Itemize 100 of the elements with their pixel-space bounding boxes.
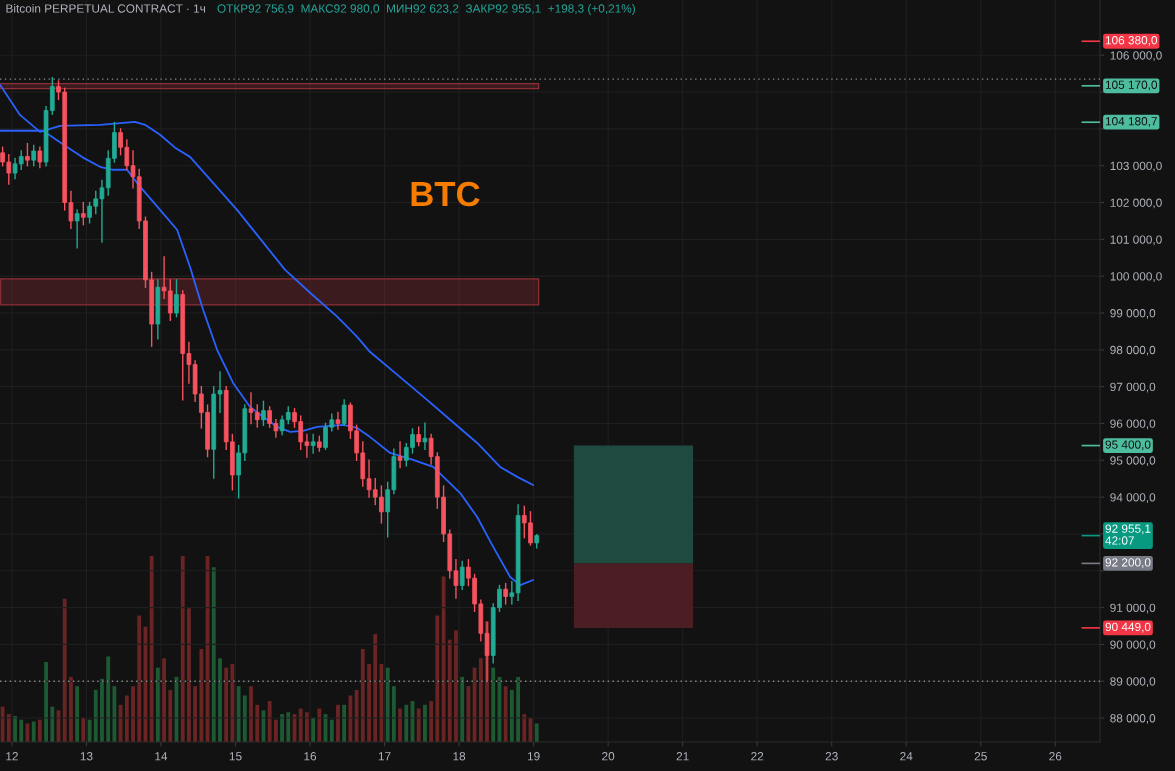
- bar: [311, 717, 316, 742]
- bar: [491, 667, 496, 742]
- y-tick-label: 100 000,0: [1110, 272, 1162, 282]
- y-tick-label: 95 000,0: [1110, 456, 1156, 467]
- y-tick-label: 102 000,0: [1110, 198, 1162, 209]
- candlestick: [25, 142, 30, 167]
- bar: [93, 689, 98, 742]
- y-tick-label: 88 000,0: [1110, 714, 1156, 724]
- bar: [423, 704, 427, 742]
- x-tick-label: 17: [378, 752, 391, 761]
- bar: [522, 714, 527, 742]
- bar: [137, 615, 142, 742]
- bar: [193, 686, 198, 742]
- bar: [466, 686, 471, 742]
- x-tick-label: 26: [1049, 752, 1062, 761]
- bar: [50, 706, 55, 742]
- bar: [516, 676, 521, 742]
- candlestick: [37, 146, 43, 169]
- bar: [404, 704, 409, 742]
- bar: [360, 649, 365, 742]
- bar: [6, 714, 11, 742]
- ref-line-label: 95 400,0: [1105, 440, 1151, 451]
- y-tick-label: 91 000,0: [1110, 603, 1156, 614]
- y-tick-label: 106 000,0: [1110, 51, 1162, 62]
- bar: [81, 717, 86, 742]
- candlestick: [422, 422, 428, 450]
- bar: [149, 556, 154, 742]
- bar: [460, 676, 465, 742]
- ref-line-label: 92 955,1 42:07: [1105, 524, 1151, 545]
- bar: [304, 712, 309, 742]
- bar: [224, 667, 229, 742]
- bar: [249, 686, 253, 742]
- bar: [211, 567, 216, 742]
- bar: [155, 667, 160, 742]
- x-tick-label: 24: [900, 752, 913, 761]
- bar: [416, 708, 421, 742]
- bar: [255, 704, 260, 742]
- x-tick-label: 22: [751, 752, 764, 761]
- ref-line-label: 106 380,0: [1105, 36, 1158, 46]
- bar: [317, 708, 322, 742]
- bar: [503, 686, 508, 742]
- y-tick-label: 99 000,0: [1110, 309, 1156, 319]
- ref-line-label: 105 170,0: [1105, 80, 1158, 91]
- bar: [236, 686, 241, 742]
- bar: [19, 719, 24, 742]
- bar: [199, 649, 204, 742]
- candlestick: [74, 209, 80, 249]
- bar: [162, 658, 167, 742]
- bar: [37, 719, 42, 742]
- candlestick: [397, 441, 403, 469]
- x-tick-label: 14: [155, 752, 168, 761]
- chart-subtitle: ОТКР92 756,9 МАКС92 980,0 МИН92 623,2 ЗАКР92 955,1 +198,3 (+0,21%): [217, 4, 635, 15]
- bar: [0, 706, 5, 742]
- ref-line-label: 92 200,0: [1105, 558, 1151, 568]
- bar: [336, 704, 340, 742]
- x-tick-label: 12: [6, 752, 18, 761]
- bar: [218, 658, 222, 742]
- bar: [478, 658, 483, 742]
- ref-line-label: 104 180,7: [1105, 117, 1157, 127]
- bar: [118, 704, 123, 742]
- bar: [342, 704, 347, 742]
- bar: [398, 708, 402, 742]
- y-tick-label: 98 000,0: [1110, 345, 1156, 356]
- candlestick: [310, 433, 316, 454]
- bar: [373, 634, 378, 742]
- bar: [429, 701, 434, 742]
- candlestick: [261, 400, 266, 427]
- x-tick-label: 21: [676, 752, 689, 761]
- bar: [286, 712, 291, 742]
- bar: [75, 686, 80, 742]
- bar: [298, 708, 303, 742]
- bar: [100, 678, 104, 742]
- candlestick: [416, 426, 422, 447]
- x-tick-label: 25: [974, 752, 987, 761]
- bar: [69, 676, 73, 742]
- bar: [273, 719, 278, 742]
- y-tick-label: 96 000,0: [1110, 419, 1156, 430]
- bar: [385, 667, 390, 742]
- x-tick-label: 15: [229, 752, 242, 761]
- x-tick-label: 20: [602, 752, 615, 761]
- candlestick: [503, 582, 508, 605]
- bar: [267, 701, 272, 742]
- candlestick: [31, 144, 37, 167]
- bar: [13, 715, 17, 742]
- bar: [329, 719, 334, 742]
- bar: [391, 686, 396, 742]
- y-tick-label: 89 000,0: [1110, 677, 1156, 688]
- candlestick: [174, 279, 179, 318]
- bar: [31, 721, 36, 742]
- bar: [242, 695, 247, 742]
- bar: [367, 663, 371, 742]
- x-tick-label: 19: [527, 752, 540, 761]
- bar: [44, 662, 48, 742]
- bar: [230, 663, 235, 742]
- candlestick: [335, 411, 341, 430]
- bar: [124, 695, 129, 742]
- bar: [435, 615, 440, 742]
- bar: [454, 630, 458, 742]
- bar: [447, 639, 452, 742]
- bar: [131, 686, 135, 742]
